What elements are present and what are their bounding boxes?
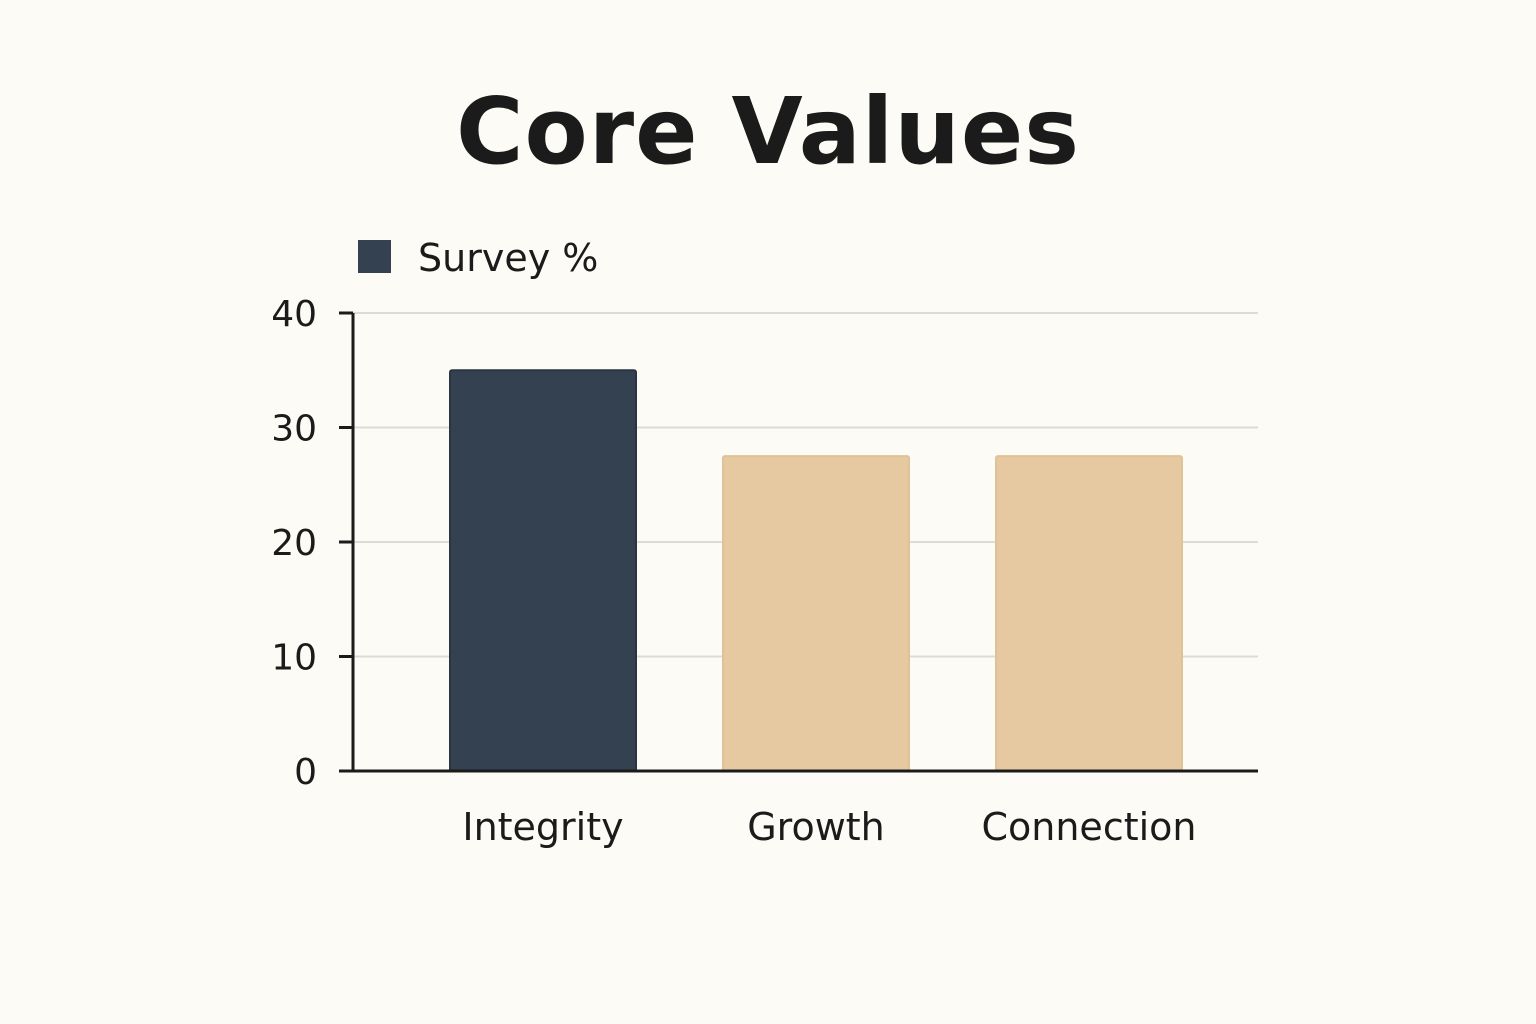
y-tick-label: 10 [271, 638, 317, 679]
y-tick-label: 40 [271, 294, 317, 335]
bars [449, 369, 1183, 772]
bar-connection [995, 455, 1183, 772]
x-category-label: Connection [981, 805, 1196, 849]
bar-integrity [449, 369, 637, 772]
legend-swatch [358, 240, 391, 273]
x-category-label: Integrity [462, 805, 623, 849]
x-category-label: Growth [747, 805, 885, 849]
y-tick-label: 30 [271, 409, 317, 450]
y-tick-label: 20 [271, 523, 317, 564]
bar-growth [722, 455, 910, 772]
legend: Survey % [358, 236, 598, 280]
y-ticks: 0 10 20 30 40 [271, 294, 353, 793]
y-tick-label: 0 [294, 752, 317, 793]
legend-label: Survey % [418, 236, 598, 280]
chart-title: Core Values [456, 78, 1080, 185]
x-category-labels: Integrity Growth Connection [462, 805, 1196, 849]
